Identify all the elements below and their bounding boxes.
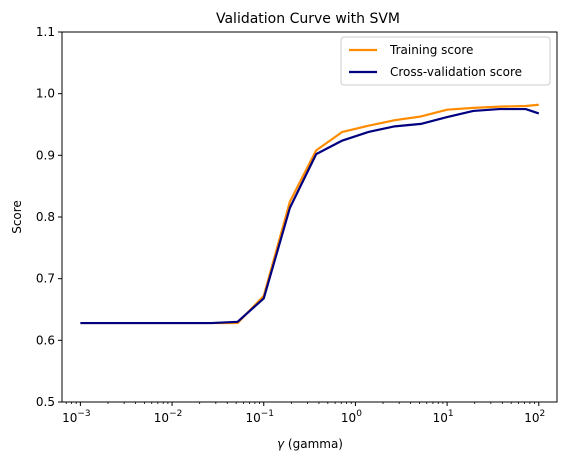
training-score-line <box>80 103 539 325</box>
x-axis-label-symbol: γ <box>277 437 285 451</box>
x-tick-exponent: 2 <box>540 409 546 419</box>
x-tick-base: 10 <box>245 411 260 425</box>
y-tick-label: 1.0 <box>36 87 55 101</box>
y-tick-label: 1.1 <box>36 25 55 39</box>
x-tick-exponent: −1 <box>261 409 274 419</box>
x-tick-base: 10 <box>433 411 448 425</box>
x-tick-label: 100 <box>341 409 362 425</box>
cross-validation-score-line <box>80 107 540 325</box>
x-tick-base: 10 <box>524 411 539 425</box>
x-tick-label: 10−3 <box>62 409 91 425</box>
x-tick-exponent: −3 <box>77 409 90 419</box>
x-tick-label: 101 <box>433 409 454 425</box>
y-axis: 0.5 0.6 0.7 0.8 0.9 1.0 1.1 <box>36 25 62 409</box>
plot-area <box>80 103 540 325</box>
legend-label-training: Training score <box>389 43 473 57</box>
x-axis-label: γ (gamma) <box>277 437 343 451</box>
x-tick-label: 102 <box>524 409 545 425</box>
y-tick-label: 0.6 <box>36 333 55 347</box>
chart-title: Validation Curve with SVM <box>216 11 400 27</box>
legend-label-cross-validation: Cross-validation score <box>390 65 522 79</box>
x-tick-exponent: −2 <box>169 409 182 419</box>
x-tick-base: 10 <box>62 411 77 425</box>
legend: Training score Cross-validation score <box>340 36 551 86</box>
y-axis-label: Score <box>10 200 24 234</box>
x-tick-label: 10−1 <box>245 409 274 425</box>
y-tick-label: 0.5 <box>36 395 55 409</box>
x-axis: 10−3 10−2 10−1 100 101 102 <box>62 402 545 425</box>
y-tick-label: 0.7 <box>36 272 55 286</box>
x-tick-label: 10−2 <box>154 409 183 425</box>
x-tick-base: 10 <box>341 411 356 425</box>
x-axis-label-text: (gamma) <box>284 437 343 451</box>
plot-frame <box>61 31 558 403</box>
x-tick-base: 10 <box>154 411 169 425</box>
legend-box <box>340 36 551 86</box>
x-tick-exponent: 1 <box>448 409 454 419</box>
x-tick-exponent: 0 <box>356 409 362 419</box>
y-tick-label: 0.8 <box>36 210 55 224</box>
y-tick-label: 0.9 <box>36 148 55 162</box>
